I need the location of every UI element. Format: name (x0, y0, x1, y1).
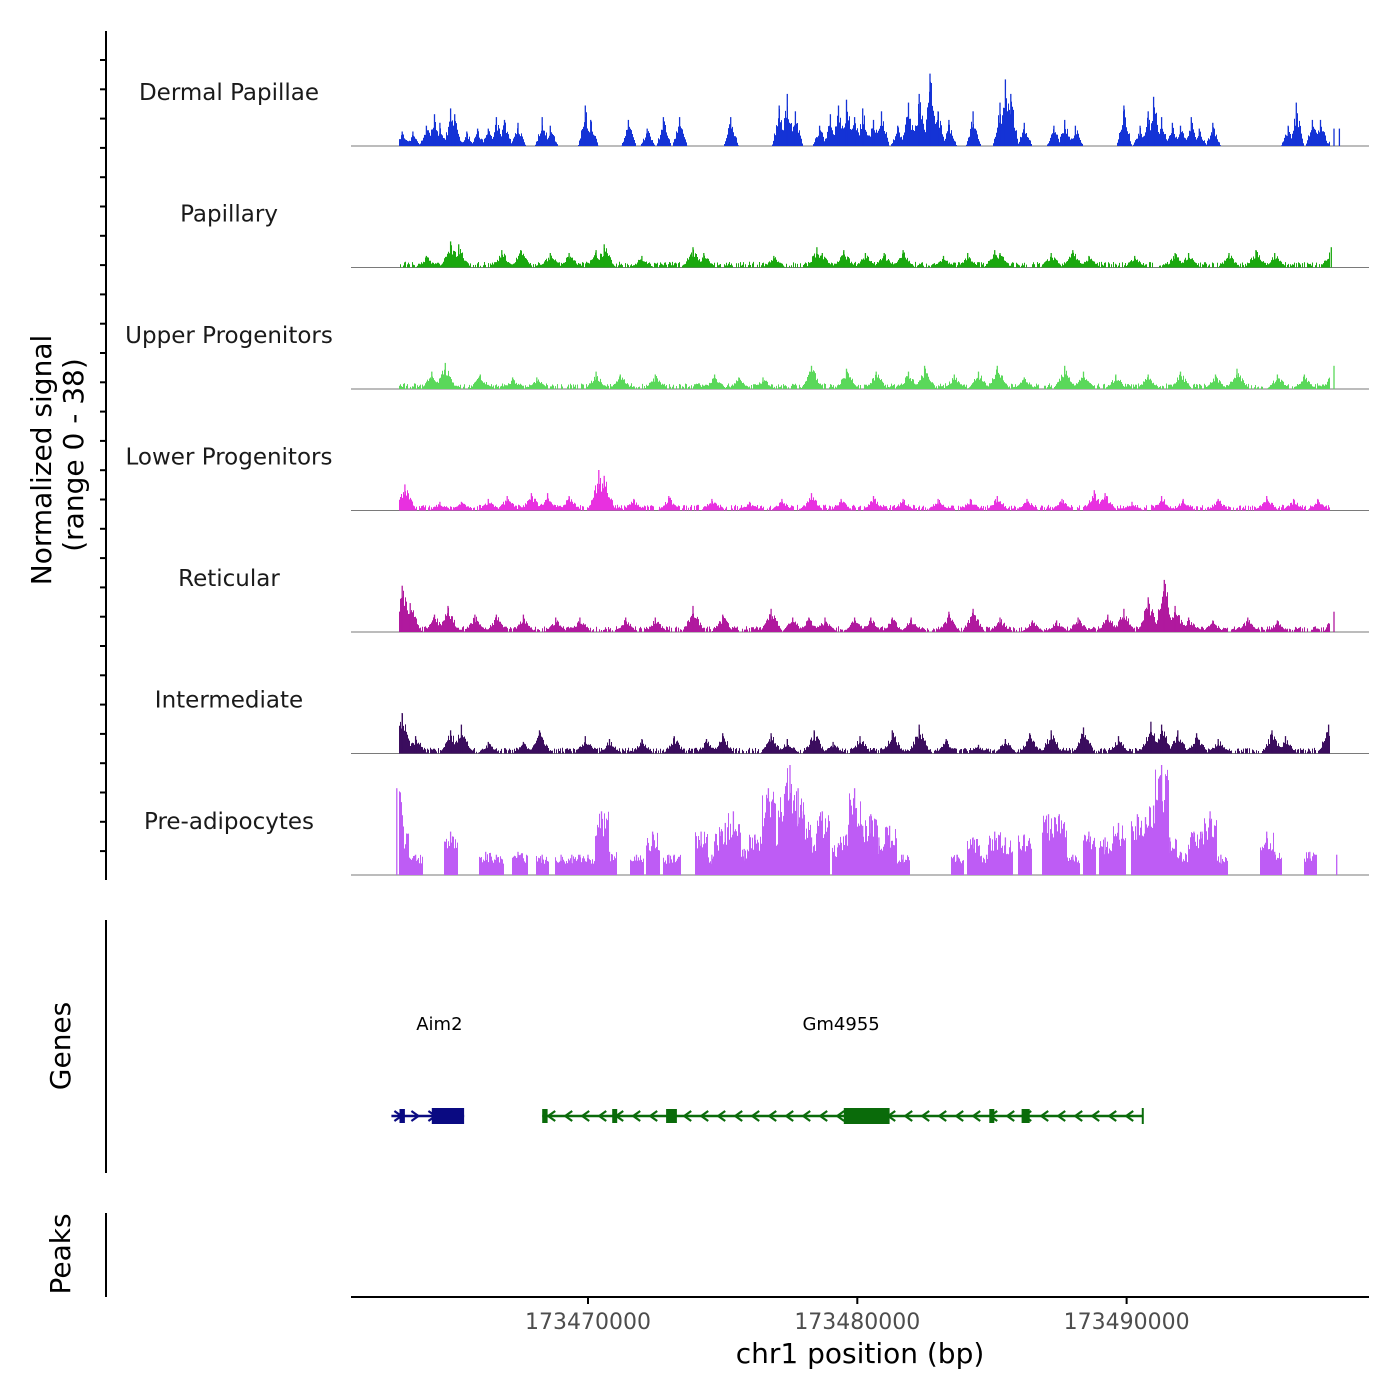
signal-area (399, 583, 1330, 632)
strand-arrow (903, 1110, 913, 1122)
strand-arrow (597, 1110, 607, 1122)
strand-arrow (631, 1110, 641, 1122)
track-label: Upper Progenitors (125, 323, 333, 349)
signal-area (399, 81, 1330, 146)
gene-exon (666, 1109, 677, 1123)
signal-area (399, 368, 1330, 389)
genes-track: Aim2 Gm4955 (391, 1014, 1144, 1124)
track-reticular: Reticular (178, 566, 1369, 633)
track-label: Reticular (178, 566, 280, 592)
strand-arrow (801, 1110, 811, 1122)
strand-arrow (937, 1110, 947, 1122)
signal-area (399, 245, 1330, 268)
track-pre-adipocytes: Pre-adipocytes (144, 765, 1369, 876)
gene-label: Gm4955 (802, 1014, 879, 1035)
strand-arrow (682, 1110, 692, 1122)
gene-exon (612, 1109, 618, 1123)
track-lower-progenitors: Lower Progenitors (126, 445, 1369, 511)
gene-exon (431, 1108, 465, 1124)
x-tick-label: 173480000 (794, 1310, 920, 1335)
track-label: Papillary (180, 202, 278, 228)
strand-arrow (580, 1110, 590, 1122)
gene-exon (542, 1109, 548, 1123)
signal-y-axis-title: Normalized signal (25, 335, 58, 586)
track-intermediate: Intermediate (155, 688, 1369, 754)
signal-y-axis-range: (range 0 - 38) (57, 358, 90, 552)
strand-arrow (971, 1110, 981, 1122)
track-label: Pre-adipocytes (144, 809, 314, 835)
signal-area (399, 478, 1330, 511)
strand-arrow (954, 1110, 964, 1122)
gene-aim2: Aim2 (391, 1014, 465, 1124)
track-label: Lower Progenitors (126, 445, 333, 471)
strand-arrow (1039, 1110, 1049, 1122)
strand-arrow (1056, 1110, 1066, 1122)
genes-track-label: Genes (44, 1002, 77, 1090)
gene-exon (1021, 1109, 1030, 1123)
strand-arrow (1090, 1110, 1100, 1122)
strand-arrow (784, 1110, 794, 1122)
gene-exon (843, 1108, 890, 1124)
strand-arrow (648, 1110, 658, 1122)
track-papillary: Papillary (180, 202, 1369, 268)
strand-arrow (699, 1110, 709, 1122)
gene-gm4955: Gm4955 (542, 1014, 1144, 1124)
x-axis-title: chr1 position (bp) (736, 1337, 985, 1370)
strand-arrow (733, 1110, 743, 1122)
strand-arrow (835, 1110, 845, 1122)
x-tick-label: 173470000 (525, 1310, 651, 1335)
strand-arrow (1124, 1110, 1134, 1122)
strand-arrow (1005, 1110, 1015, 1122)
strand-arrow (716, 1110, 726, 1122)
strand-arrow (920, 1110, 930, 1122)
signal-area (399, 713, 1330, 754)
strand-arrow (767, 1110, 777, 1122)
x-tick-label: 173490000 (1064, 1310, 1190, 1335)
track-dermal-papillae: Dermal Papillae (139, 73, 1369, 147)
signal-area (399, 767, 1330, 875)
strand-arrow (563, 1110, 573, 1122)
signal-tracks: Dermal Papillae Papillary Upper Progenitor… (125, 73, 1369, 876)
track-label: Dermal Papillae (139, 80, 319, 106)
strand-arrow (750, 1110, 760, 1122)
track-upper-progenitors: Upper Progenitors (125, 323, 1369, 390)
strand-arrow (1073, 1110, 1083, 1122)
strand-arrow (1107, 1110, 1117, 1122)
gene-exon (399, 1109, 405, 1123)
signal-y-axis-ticks (100, 59, 106, 853)
gene-label: Aim2 (416, 1014, 462, 1035)
strand-arrow (818, 1110, 828, 1122)
strand-arrow (410, 1110, 421, 1122)
peaks-track-label: Peaks (44, 1213, 77, 1294)
gene-exon (989, 1109, 995, 1123)
x-axis-ticks: 173470000 173480000 173490000 (525, 1297, 1190, 1335)
track-label: Intermediate (155, 688, 303, 714)
strand-arrow (546, 1110, 556, 1122)
